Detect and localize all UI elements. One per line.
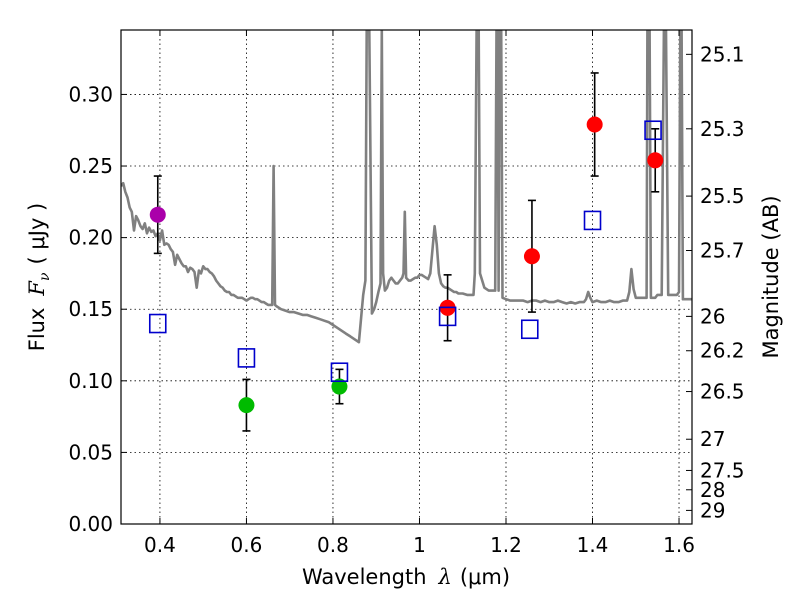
y2-tick-label: 25.5 bbox=[700, 184, 745, 208]
y2-tick-label: 28 bbox=[700, 478, 725, 502]
y-tick-label: 0.25 bbox=[68, 154, 113, 178]
model-photometry-square bbox=[583, 210, 602, 231]
observed-uv-point bbox=[149, 206, 166, 223]
x-tick-label: 0.6 bbox=[231, 533, 263, 557]
axis-ticks bbox=[121, 30, 692, 525]
x-tick-label: 1.6 bbox=[663, 533, 695, 557]
y-tick-label: 0.20 bbox=[68, 226, 113, 250]
model-photometry-square bbox=[330, 362, 349, 383]
y2-axis-label: Magnitude (AB) bbox=[759, 195, 783, 358]
x-tick-label: 0.8 bbox=[317, 533, 349, 557]
y2-tick-label: 26.2 bbox=[700, 339, 745, 363]
y2-tick-label: 29 bbox=[700, 498, 725, 522]
model-photometry-square bbox=[237, 348, 256, 368]
plot-frame bbox=[120, 29, 693, 525]
plot-data-region bbox=[121, 30, 692, 432]
y-tick-labels: 0.00 0.05 0.10 0.15 0.20 0.25 0.30 bbox=[68, 82, 113, 536]
x-tick-label: 1.2 bbox=[490, 533, 522, 557]
y2-tick-label: 25.3 bbox=[700, 117, 745, 141]
observed-nir-point bbox=[647, 152, 664, 169]
model-sed-spectrum-line bbox=[121, 30, 692, 344]
data-markers bbox=[148, 116, 664, 414]
model-photometry-square bbox=[520, 319, 539, 340]
y-axis-label: FluxFν( μJy ) bbox=[25, 203, 53, 351]
observed-nir-point bbox=[586, 116, 603, 133]
observed-optical-point bbox=[331, 378, 348, 395]
y2-tick-label: 25.1 bbox=[700, 42, 745, 66]
y2-tick-label: 25.7 bbox=[700, 239, 745, 263]
y2-tick-label: 26 bbox=[700, 304, 725, 328]
observed-nir-point bbox=[523, 248, 540, 265]
x-tick-labels: 0.4 0.6 0.8 1 1.2 1.4 1.6 bbox=[144, 533, 695, 557]
x-tick-label: 1.4 bbox=[577, 533, 609, 557]
y-tick-label: 0.10 bbox=[68, 369, 113, 393]
y-tick-label: 0.15 bbox=[68, 297, 113, 321]
x-axis-label: Wavelength λ (μm) bbox=[302, 565, 510, 589]
model-photometry-square bbox=[148, 313, 167, 334]
model-photometry-square bbox=[644, 120, 662, 141]
y2-tick-label: 27.5 bbox=[700, 458, 745, 482]
y-tick-label: 0.00 bbox=[68, 512, 113, 536]
model-photometry-square bbox=[438, 306, 457, 327]
y2-tick-label: 27 bbox=[700, 427, 725, 451]
x-tick-label: 0.4 bbox=[144, 533, 176, 557]
observed-optical-point bbox=[238, 397, 255, 414]
x-tick-label: 1 bbox=[413, 533, 426, 557]
y-tick-label: 0.30 bbox=[68, 82, 113, 106]
y2-tick-label: 26.5 bbox=[700, 380, 745, 404]
y-tick-label: 0.05 bbox=[68, 440, 113, 464]
